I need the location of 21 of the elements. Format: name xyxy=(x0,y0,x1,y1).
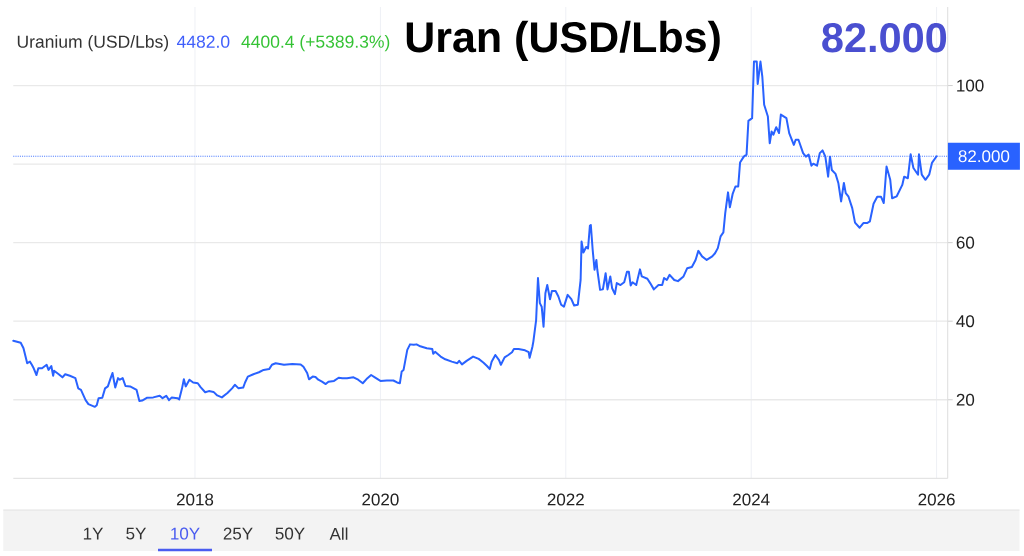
annotation: 4482.0 xyxy=(176,35,230,48)
x-tick-label: 2022 xyxy=(547,493,584,506)
text: 5Y xyxy=(126,527,147,540)
text: 25Y xyxy=(223,527,253,540)
x-tick-label: 2020 xyxy=(362,493,399,506)
text: All xyxy=(329,527,348,540)
y-tick-label: 20 xyxy=(956,393,975,406)
annotation: Uranium (USD/Lbs) xyxy=(17,35,169,52)
x-tick-label: 2026 xyxy=(918,493,955,506)
text: 10Y xyxy=(171,527,200,540)
annotation: 4400.4 (+5389.3%) xyxy=(241,35,390,52)
y-tick-label: 60 xyxy=(956,236,975,249)
y-tick-label: 40 xyxy=(956,315,975,328)
text: 50Y xyxy=(275,527,305,540)
ref-line-label: 82.000 xyxy=(958,150,1010,163)
text: 1Y xyxy=(83,527,104,540)
y-tick-label: 100 xyxy=(957,79,984,92)
chart-title: Uran (USD/Lbs) xyxy=(406,20,720,61)
x-tick-label: 2024 xyxy=(733,493,770,506)
chart-subtitle: 82.000 xyxy=(822,23,947,53)
x-tick-label: 2018 xyxy=(176,493,214,506)
